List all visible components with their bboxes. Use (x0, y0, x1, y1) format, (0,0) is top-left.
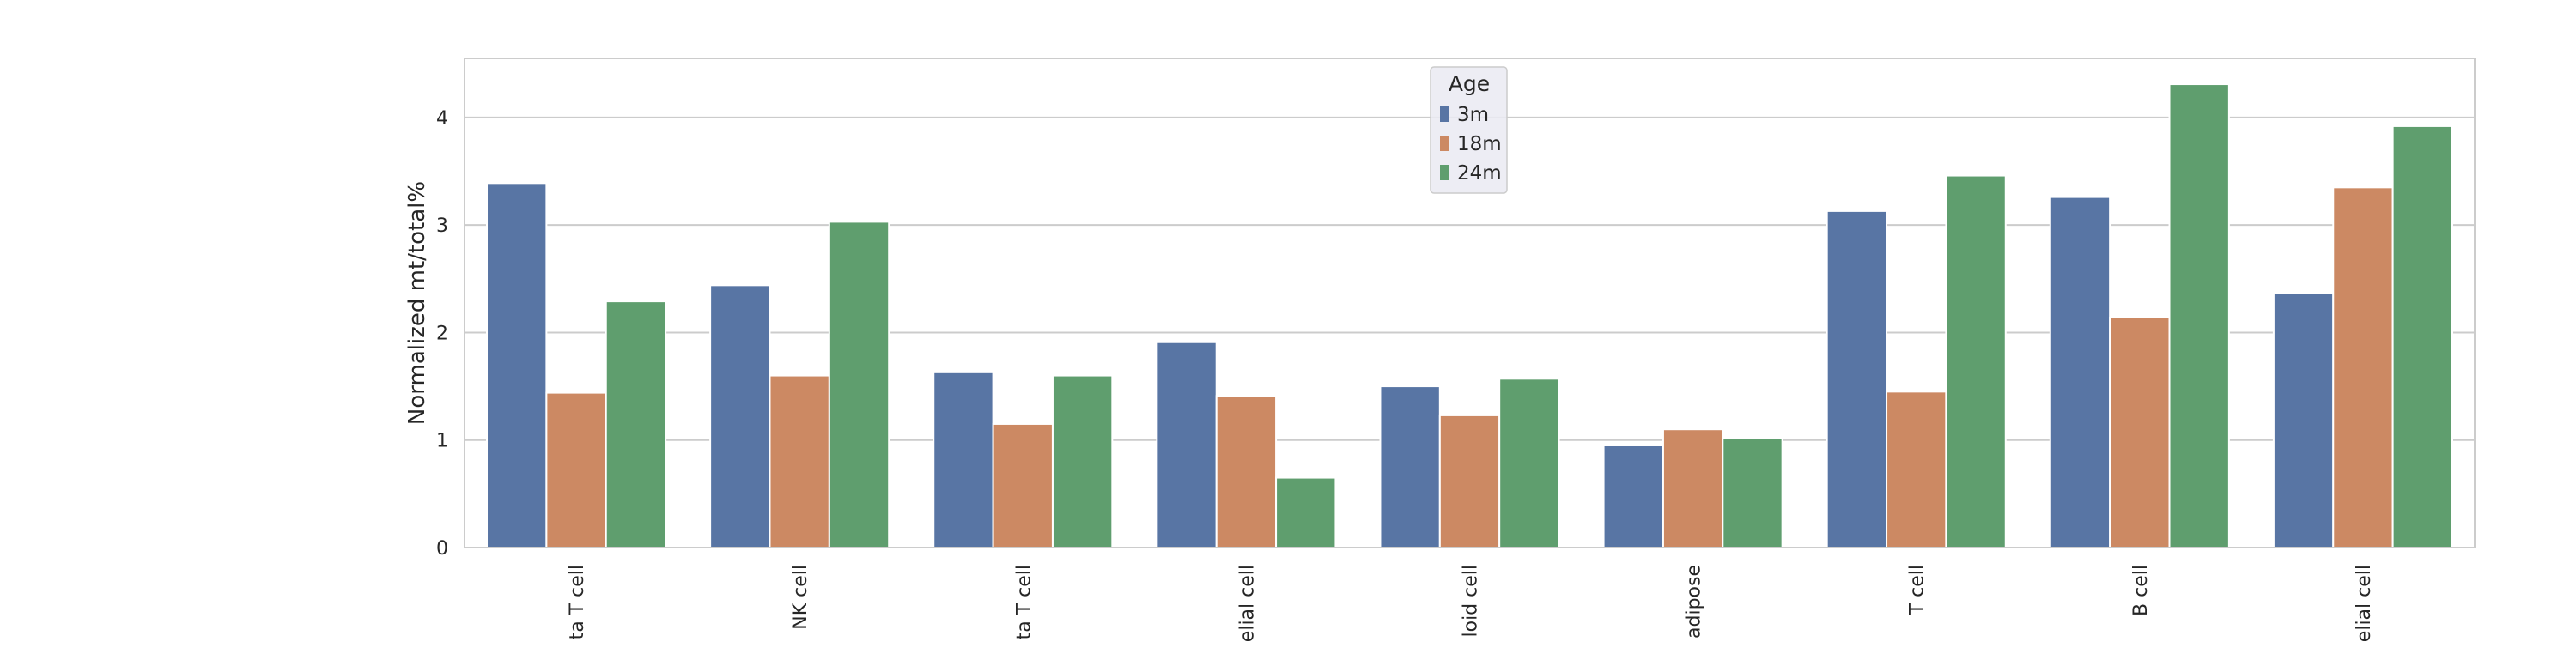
bar-18m-9 (2332, 186, 2394, 548)
bar-24m-7 (1945, 174, 2007, 549)
y-tick-label: 2 (436, 323, 448, 344)
bar-24m-3 (1051, 374, 1114, 548)
x-tick-labels: ta T cell NK cell ta T cell elial cell loid … (567, 565, 2375, 642)
bar-24m-6 (1722, 437, 1783, 549)
x-tick-label: adipose (1684, 565, 1705, 639)
bar-3m-4 (1156, 341, 1218, 548)
bar-18m-2 (769, 374, 830, 548)
legend-swatch-24m (1440, 165, 1449, 180)
y-axis-title: Normalized mt/total% (404, 181, 430, 425)
y-tick-labels: 0 1 2 3 4 (436, 108, 448, 560)
x-tick-label: ta T cell (1013, 565, 1035, 639)
bar-18m-7 (1886, 391, 1947, 548)
x-tick-label: B cell (2130, 565, 2152, 616)
x-tick-label: elial cell (2354, 565, 2375, 642)
bar-3m-9 (2272, 292, 2335, 548)
x-tick-label: T cell (1907, 565, 1929, 615)
legend-label-18m: 18m (1457, 133, 1502, 155)
bar-24m-8 (2168, 83, 2230, 549)
bar-18m-1 (545, 391, 607, 548)
legend-label-24m: 24m (1457, 162, 1502, 185)
legend-title: Age (1449, 71, 1490, 96)
bar-3m-3 (933, 371, 994, 548)
bar-3m-5 (1379, 385, 1441, 549)
x-tick-label: elial cell (1236, 565, 1258, 642)
legend-label-3m: 3m (1457, 104, 1489, 126)
legend-items: 3m 18m 24m (1440, 104, 1502, 185)
bars (486, 83, 2453, 549)
bar-3m-1 (486, 182, 548, 548)
bar-18m-6 (1662, 428, 1724, 549)
legend-swatch-18m (1440, 136, 1449, 151)
bar-3m-7 (1826, 209, 1888, 548)
bar-24m-5 (1498, 378, 1560, 549)
bar-18m-8 (2109, 316, 2171, 548)
x-tick-label: ta T cell (567, 565, 588, 639)
bar-18m-5 (1438, 414, 1501, 548)
bar-3m-2 (709, 284, 771, 548)
bar-18m-3 (992, 422, 1054, 548)
bar-3m-6 (1602, 444, 1664, 548)
x-tick-label: loid cell (1461, 565, 1482, 638)
y-tick-label: 1 (436, 431, 448, 452)
legend[interactable]: Age 3m 18m 24m (1430, 66, 1508, 194)
bar-24m-9 (2391, 124, 2453, 549)
bar-24m-2 (828, 221, 890, 548)
x-tick-label: NK cell (790, 565, 811, 630)
y-tick-label: 0 (436, 538, 448, 560)
legend-swatch-3m (1440, 106, 1449, 122)
bar-18m-4 (1215, 395, 1278, 548)
y-tick-label: 3 (436, 215, 448, 237)
y-tick-label: 4 (436, 108, 448, 130)
bar-24m-4 (1275, 476, 1337, 548)
bar-24m-1 (605, 300, 667, 548)
bar-3m-8 (2049, 196, 2111, 548)
plot-frame (464, 58, 2476, 548)
legend-box (1430, 66, 1508, 194)
